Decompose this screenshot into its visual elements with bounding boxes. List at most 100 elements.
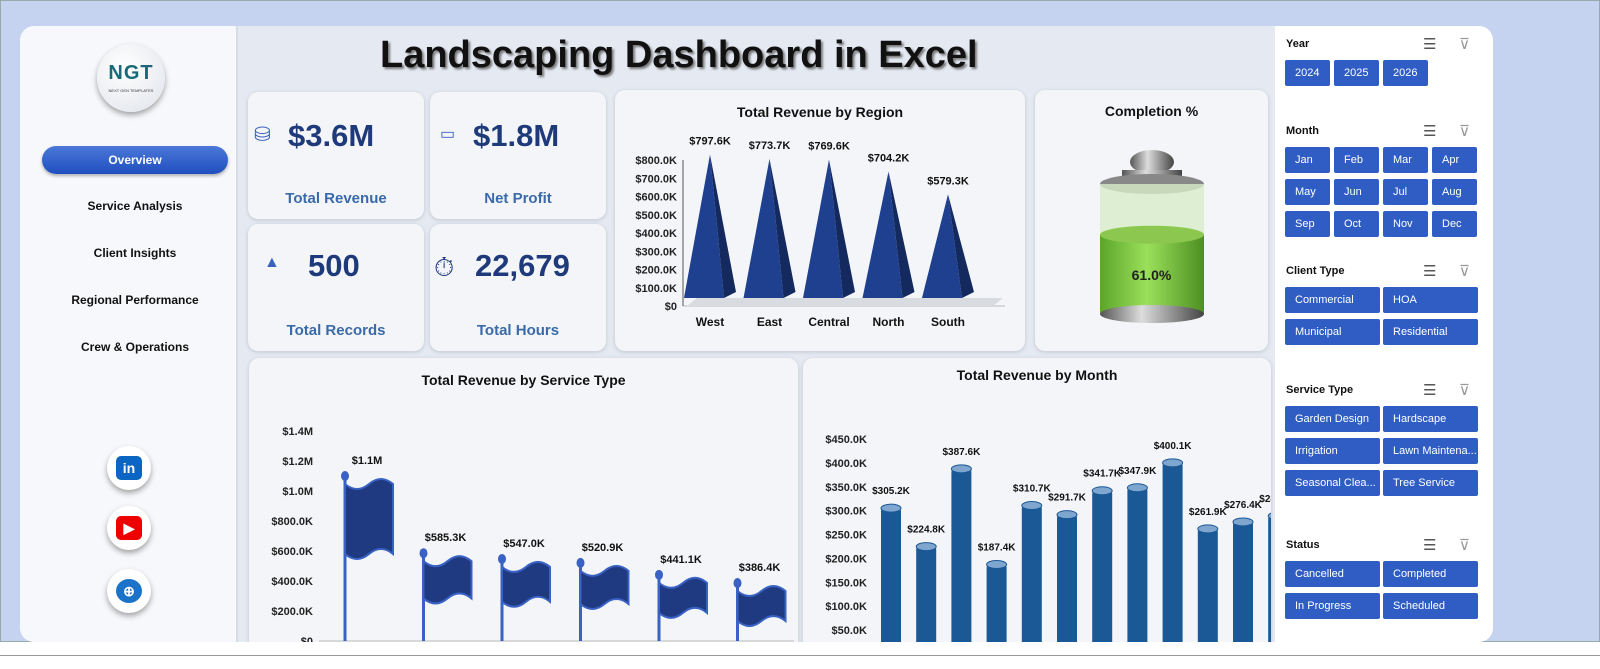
- multi-select-icon[interactable]: ☰: [1423, 537, 1437, 554]
- coins-icon: ⛁: [254, 124, 271, 146]
- slicer-item[interactable]: 2026: [1383, 60, 1428, 86]
- slicer-item[interactable]: 2024: [1285, 60, 1330, 86]
- multi-select-icon[interactable]: ☰: [1423, 123, 1437, 140]
- slicer-item[interactable]: Sep: [1285, 211, 1330, 237]
- slicer-item[interactable]: Jan: [1285, 147, 1330, 173]
- pyramid-side: [948, 194, 974, 298]
- clear-filter-icon[interactable]: ⊽: [1459, 123, 1470, 140]
- cylinder-bar: [916, 546, 937, 642]
- y-tick-label: $200.0K: [635, 265, 677, 277]
- logo-subtext: NEXT GEN TEMPLATES: [108, 88, 154, 93]
- youtube-button[interactable]: ▶: [107, 506, 151, 550]
- slicer-title: Service Type: [1286, 384, 1354, 396]
- slicer-item[interactable]: Irrigation: [1285, 438, 1380, 464]
- slicer-item[interactable]: Nov: [1383, 211, 1428, 237]
- completion-value: 61.0%: [1131, 267, 1172, 283]
- cylinder-top: [1126, 483, 1148, 493]
- pyramid-bar: [803, 159, 843, 298]
- slicer-item[interactable]: Dec: [1432, 211, 1477, 237]
- cylinder-bar: [1127, 487, 1148, 642]
- slicer-item[interactable]: In Progress: [1285, 593, 1380, 619]
- cylinder-top: [1267, 512, 1271, 520]
- y-tick-label: $300.0K: [825, 506, 867, 518]
- slicer-item[interactable]: Jun: [1334, 179, 1379, 205]
- slicer-item[interactable]: Mar: [1383, 147, 1428, 173]
- y-tick-label: $100.0K: [635, 283, 677, 295]
- stack-icon: ▲: [264, 254, 280, 271]
- cylinder-bar: [1057, 514, 1077, 642]
- clear-filter-icon[interactable]: ⊽: [1459, 263, 1470, 280]
- slicer-item[interactable]: 2025: [1334, 60, 1379, 86]
- kpi-value: $1.8M: [473, 118, 560, 153]
- slicer-item[interactable]: Hardscape: [1383, 406, 1478, 432]
- y-tick-label: $0: [301, 636, 313, 642]
- data-label: $224.8K: [907, 525, 946, 536]
- slicer-item[interactable]: Apr: [1432, 147, 1477, 173]
- nav-regional-performance[interactable]: Regional Performance: [71, 293, 199, 307]
- slicer-item[interactable]: Garden Design: [1285, 406, 1380, 432]
- slicer-item[interactable]: May: [1285, 179, 1330, 205]
- y-tick-label: $350.0K: [825, 482, 867, 494]
- x-tick-label: West: [696, 315, 724, 329]
- slicer-item[interactable]: Residential: [1383, 319, 1478, 345]
- kpi-label: Total Records: [286, 322, 386, 339]
- nav-client-insights[interactable]: Client Insights: [93, 246, 177, 260]
- slicer-item[interactable]: Scheduled: [1383, 593, 1478, 619]
- flag-bar: [658, 576, 708, 619]
- slicer-item[interactable]: Cancelled: [1285, 561, 1380, 587]
- flag-knob: [498, 553, 506, 564]
- cylinder-bar: [1092, 490, 1113, 642]
- y-tick-label: $800.0K: [271, 516, 313, 528]
- y-tick-label: $1.0M: [282, 486, 313, 498]
- slicer-item[interactable]: Feb: [1334, 147, 1379, 173]
- cylinder-bar: [1233, 521, 1253, 642]
- slicer-item[interactable]: HOA: [1383, 287, 1478, 313]
- slicer-item[interactable]: Completed: [1383, 561, 1478, 587]
- cash-icon: ▭: [440, 126, 456, 143]
- data-label: $347.9K: [1118, 466, 1157, 477]
- multi-select-icon[interactable]: ☰: [1423, 36, 1437, 53]
- nav-crew-operations[interactable]: Crew & Operations: [80, 340, 190, 354]
- clear-filter-icon[interactable]: ⊽: [1459, 382, 1470, 399]
- slicer-item[interactable]: Oct: [1334, 211, 1379, 237]
- multi-select-icon[interactable]: ☰: [1423, 263, 1437, 280]
- slicer-item[interactable]: Lawn Maintena...: [1383, 438, 1478, 464]
- y-tick-label: $450.0K: [825, 434, 867, 446]
- chart-revenue-by-month: Total Revenue by Month $0 $50.0K $100.0K $1…: [803, 358, 1271, 642]
- multi-select-icon[interactable]: ☰: [1423, 382, 1437, 399]
- slicer-item[interactable]: Tree Service: [1383, 470, 1478, 496]
- clear-filter-icon[interactable]: ⊽: [1459, 537, 1470, 554]
- y-tick-label: $500.0K: [635, 210, 677, 222]
- slicer-title: Client Type: [1286, 265, 1345, 277]
- slicer-item[interactable]: Commercial: [1285, 287, 1380, 313]
- website-button[interactable]: ⊕: [107, 569, 151, 613]
- cylinder-top: [986, 559, 1008, 569]
- flag-knob: [576, 557, 585, 568]
- data-label: $187.4K: [978, 542, 1017, 553]
- slicer-item[interactable]: Seasonal Clea...: [1285, 470, 1380, 496]
- cylinder-bar: [986, 564, 1007, 642]
- nav-service-analysis[interactable]: Service Analysis: [87, 199, 183, 213]
- nav-overview[interactable]: Overview: [42, 146, 228, 174]
- y-tick-label: $400.0K: [271, 576, 313, 588]
- cylinder-top: [1091, 486, 1113, 496]
- clear-filter-icon[interactable]: ⊽: [1459, 36, 1470, 53]
- data-label: $579.3K: [927, 175, 969, 187]
- y-tick-label: $400.0K: [635, 228, 677, 240]
- slicer-title: Year: [1286, 38, 1310, 50]
- slicer-item[interactable]: Municipal: [1285, 319, 1380, 345]
- slicer-item[interactable]: Jul: [1383, 179, 1428, 205]
- linkedin-button[interactable]: in: [107, 446, 151, 490]
- flag-bar: [579, 564, 630, 611]
- divider: [0, 655, 1600, 656]
- linkedin-icon: in: [116, 456, 142, 480]
- data-label: $441.1K: [660, 554, 702, 566]
- slicer-title: Month: [1286, 125, 1319, 137]
- pyramid-bar: [862, 171, 903, 298]
- slicer-item[interactable]: Aug: [1432, 179, 1477, 205]
- chart-revenue-by-service: Total Revenue by Service Type $0 $200.0K $…: [249, 358, 798, 642]
- cylinder-top: [1056, 510, 1078, 520]
- y-tick-label: $250.0K: [825, 530, 867, 542]
- data-label: $704.2K: [868, 152, 910, 164]
- y-tick-label: $300.0K: [635, 246, 677, 258]
